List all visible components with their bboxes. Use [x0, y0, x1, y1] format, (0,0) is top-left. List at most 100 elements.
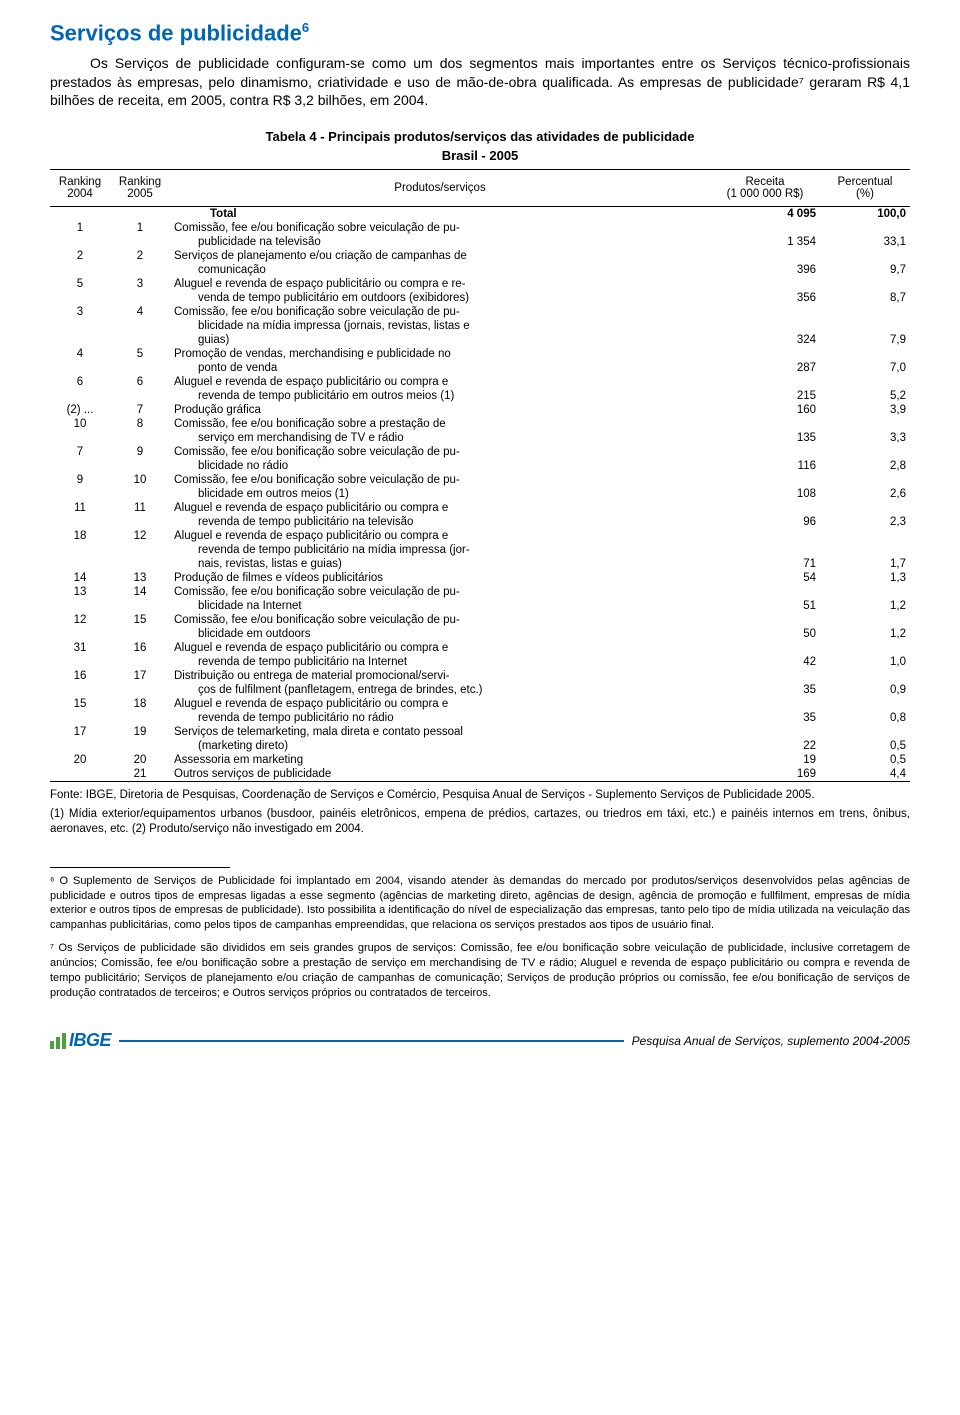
table-row: nais, revistas, listas e guias)711,7: [50, 557, 910, 571]
cell-pct: 3,3: [820, 431, 910, 445]
cell-rec: [710, 501, 820, 515]
cell-r04: (2) ...: [50, 403, 110, 417]
table-row: publicidade na televisão1 35433,1: [50, 235, 910, 249]
cell-rec: 135: [710, 431, 820, 445]
cell-pct: 33,1: [820, 235, 910, 249]
cell-r04: 20: [50, 753, 110, 767]
table-total-row: Total4 095100,0: [50, 206, 910, 221]
cell-pct: [820, 221, 910, 235]
cell-r04: [50, 291, 110, 305]
cell-r05: [110, 627, 170, 641]
cell-desc: ços de fulfilment (panfletagem, entrega …: [170, 683, 710, 697]
footer-publication: Pesquisa Anual de Serviços, suplemento 2…: [632, 1034, 910, 1048]
cell-desc: Aluguel e revenda de espaço publicitário…: [170, 641, 710, 655]
table-row: 1111Aluguel e revenda de espaço publicit…: [50, 501, 910, 515]
table-row: blicidade na mídia impressa (jornais, re…: [50, 319, 910, 333]
cell-r04: [50, 739, 110, 753]
cell-desc: Comissão, fee e/ou bonificação sobre vei…: [170, 221, 710, 235]
cell-r04: 7: [50, 445, 110, 459]
table-row: 79Comissão, fee e/ou bonificação sobre v…: [50, 445, 910, 459]
cell-pct: 0,8: [820, 711, 910, 725]
cell-r05: 3: [110, 277, 170, 291]
cell-r04: 31: [50, 641, 110, 655]
cell-r05: 17: [110, 669, 170, 683]
cell-r04: [50, 389, 110, 403]
footnote-separator: [50, 867, 230, 868]
cell-rec: 160: [710, 403, 820, 417]
cell-rec: 324: [710, 333, 820, 347]
cell-r05: [110, 515, 170, 529]
intro-paragraph: Os Serviços de publicidade configuram-se…: [50, 54, 910, 109]
table-row: blicidade em outros meios (1)1082,6: [50, 487, 910, 501]
cell-desc: publicidade na televisão: [170, 235, 710, 249]
cell-rec: 35: [710, 683, 820, 697]
total-label: Total: [170, 206, 710, 221]
cell-rec: [710, 375, 820, 389]
cell-pct: [820, 697, 910, 711]
cell-pct: [820, 501, 910, 515]
table-row: 1719Serviços de telemarketing, mala dire…: [50, 725, 910, 739]
cell-pct: 1,3: [820, 571, 910, 585]
cell-r05: [110, 361, 170, 375]
cell-r04: 5: [50, 277, 110, 291]
cell-r04: [50, 767, 110, 782]
cell-desc: nais, revistas, listas e guias): [170, 557, 710, 571]
cell-r04: [50, 515, 110, 529]
cell-rec: [710, 347, 820, 361]
cell-rec: [710, 697, 820, 711]
total-pct: 100,0: [820, 206, 910, 221]
cell-r05: 13: [110, 571, 170, 585]
cell-pct: 7,0: [820, 361, 910, 375]
cell-pct: [820, 277, 910, 291]
cell-pct: [820, 473, 910, 487]
cell-rec: 215: [710, 389, 820, 403]
cell-rec: 54: [710, 571, 820, 585]
section-title-text: Serviços de publicidade: [50, 20, 302, 45]
cell-desc: blicidade em outros meios (1): [170, 487, 710, 501]
cell-desc: revenda de tempo publicitário em outros …: [170, 389, 710, 403]
total-receita: 4 095: [710, 206, 820, 221]
cell-rec: [710, 613, 820, 627]
cell-desc: Aluguel e revenda de espaço publicitário…: [170, 277, 710, 291]
cell-pct: 2,6: [820, 487, 910, 501]
cell-desc: Outros serviços de publicidade: [170, 767, 710, 782]
table-title: Tabela 4 - Principais produtos/serviços …: [50, 129, 910, 144]
table-row: 108Comissão, fee e/ou bonificação sobre …: [50, 417, 910, 431]
cell-desc: Serviços de telemarketing, mala direta e…: [170, 725, 710, 739]
cell-pct: 0,9: [820, 683, 910, 697]
section-title: Serviços de publicidade6: [50, 20, 910, 46]
cell-rec: 356: [710, 291, 820, 305]
cell-rec: 396: [710, 263, 820, 277]
cell-pct: 4,4: [820, 767, 910, 782]
cell-pct: 7,9: [820, 333, 910, 347]
cell-desc: serviço em merchandising de TV e rádio: [170, 431, 710, 445]
cell-rec: [710, 319, 820, 333]
cell-r04: 18: [50, 529, 110, 543]
cell-r04: 4: [50, 347, 110, 361]
cell-rec: [710, 445, 820, 459]
table-row: revenda de tempo publicitário na mídia i…: [50, 543, 910, 557]
table-row: 1518Aluguel e revenda de espaço publicit…: [50, 697, 910, 711]
table-row: 34Comissão, fee e/ou bonificação sobre v…: [50, 305, 910, 319]
cell-r05: 4: [110, 305, 170, 319]
cell-desc: Comissão, fee e/ou bonificação sobre vei…: [170, 445, 710, 459]
cell-r05: [110, 487, 170, 501]
cell-pct: 3,9: [820, 403, 910, 417]
cell-desc: comunicação: [170, 263, 710, 277]
cell-r05: 2: [110, 249, 170, 263]
cell-r05: [110, 711, 170, 725]
table-row: comunicação3969,7: [50, 263, 910, 277]
cell-desc: blicidade em outdoors: [170, 627, 710, 641]
table-row: venda de tempo publicitário em outdoors …: [50, 291, 910, 305]
cell-desc: guias): [170, 333, 710, 347]
cell-r05: 18: [110, 697, 170, 711]
cell-r04: [50, 557, 110, 571]
table-row: 3116Aluguel e revenda de espaço publicit…: [50, 641, 910, 655]
cell-r04: 2: [50, 249, 110, 263]
cell-r04: 14: [50, 571, 110, 585]
cell-desc: Comissão, fee e/ou bonificação sobre vei…: [170, 473, 710, 487]
cell-r05: [110, 333, 170, 347]
cell-r05: [110, 389, 170, 403]
cell-r04: [50, 459, 110, 473]
cell-rec: [710, 585, 820, 599]
